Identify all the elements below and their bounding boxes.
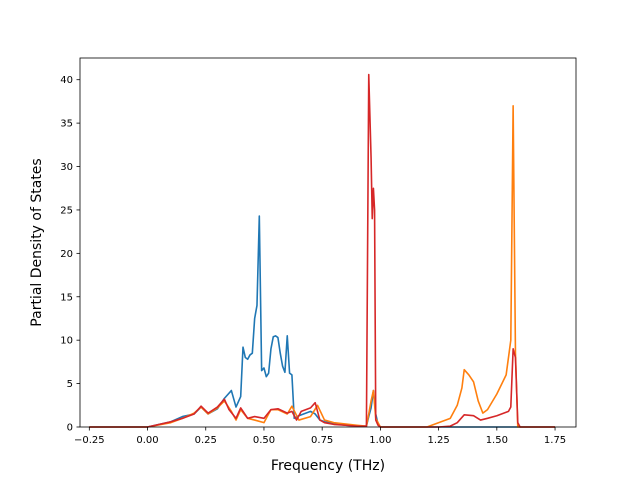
y-tick-label: 15 <box>60 292 73 303</box>
x-axis-ticks: −0.25 0.00 0.25 0.50 0.75 1.00 1.25 1.50 1.75 <box>74 427 566 446</box>
x-tick-label: 0.25 <box>195 435 217 446</box>
x-tick-label: 1.50 <box>486 435 508 446</box>
y-tick-label: 40 <box>60 75 73 86</box>
x-tick-label: 0.00 <box>136 435 158 446</box>
series-line-3 <box>89 73 556 428</box>
y-tick-label: 20 <box>60 249 73 260</box>
x-tick-label: 1.00 <box>369 435 391 446</box>
y-tick-label: 10 <box>60 336 73 347</box>
series-layer <box>89 73 556 428</box>
y-tick-label: 0 <box>67 423 73 434</box>
x-tick-label: 1.75 <box>544 435 566 446</box>
plot-area <box>79 57 577 428</box>
x-axis-label: Frequency (THz) <box>271 458 385 474</box>
x-tick-label: 0.75 <box>311 435 333 446</box>
y-axis-ticks: 0 5 10 15 20 25 30 35 40 <box>60 75 80 434</box>
y-axis-label: Partial Density of States <box>29 158 45 326</box>
x-tick-label: −0.25 <box>74 435 105 446</box>
axes-frame <box>79 57 577 428</box>
y-tick-label: 35 <box>60 119 73 130</box>
y-tick-label: 30 <box>60 162 73 173</box>
y-tick-label: 5 <box>67 379 73 390</box>
x-tick-label: 0.50 <box>253 435 275 446</box>
y-tick-label: 25 <box>60 205 73 216</box>
series-line-2 <box>89 104 556 428</box>
x-tick-label: 1.25 <box>427 435 449 446</box>
